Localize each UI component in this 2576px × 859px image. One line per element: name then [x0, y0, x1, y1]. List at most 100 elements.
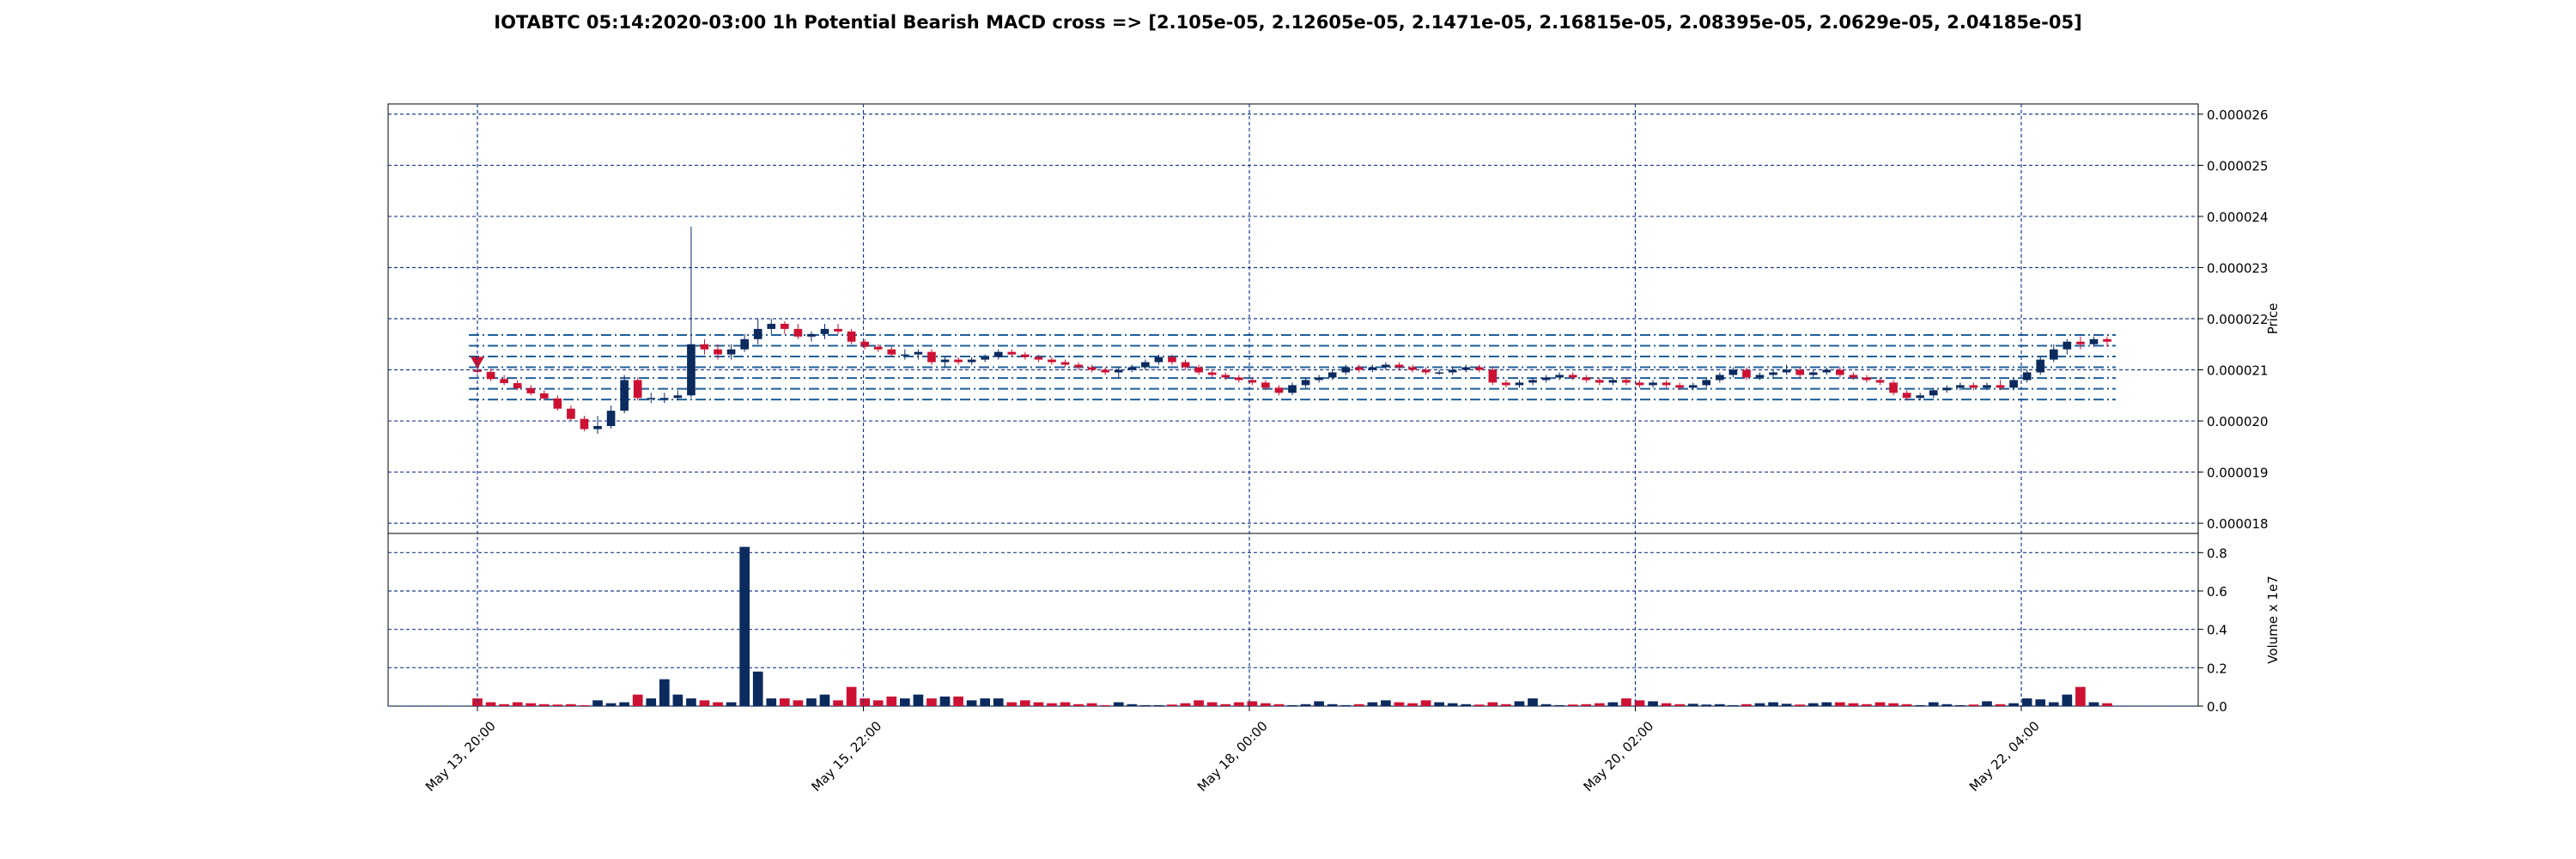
volume-bar	[659, 679, 670, 706]
volume-bar	[726, 702, 737, 706]
candle-body	[1795, 369, 1805, 375]
candle-body	[860, 341, 869, 347]
candle-body	[526, 387, 536, 393]
volume-bar	[646, 698, 657, 706]
volume-bar	[1915, 704, 1926, 706]
volume-bar	[1540, 704, 1552, 706]
volume-bar	[1528, 698, 1538, 706]
volume-bar	[1768, 702, 1778, 706]
candle-body	[606, 411, 616, 426]
price-tick-label: 0.000022	[2207, 312, 2269, 327]
volume-bar	[872, 700, 884, 706]
candle-body	[981, 356, 990, 360]
candle-body	[2063, 341, 2072, 350]
candle-body	[687, 344, 696, 396]
candle-body	[539, 393, 549, 399]
volume-bar	[1741, 704, 1752, 706]
volume-bar	[1848, 703, 1859, 706]
candle-body	[740, 338, 749, 350]
candle-body	[2036, 359, 2045, 373]
candle-body	[1808, 372, 1818, 375]
volume-bar	[1554, 704, 1564, 706]
candle-body	[700, 344, 709, 350]
volume-bar	[1754, 703, 1765, 706]
candle-body	[1582, 377, 1591, 381]
candle-body	[1354, 367, 1364, 370]
volume-bar	[1607, 702, 1619, 706]
volume-panel: 0.0 0.2 0.4 0.6 0.8 Volume x 1e7	[387, 533, 2281, 715]
candle-body	[1127, 367, 1137, 370]
candle-body	[633, 380, 642, 399]
volume-bar	[1100, 704, 1111, 706]
price-tick-label: 0.000025	[2207, 158, 2269, 174]
price-tick-label: 0.000018	[2207, 516, 2269, 532]
candle-body	[1207, 372, 1217, 375]
candle-body	[1956, 385, 1965, 388]
volume-bar	[833, 700, 843, 706]
volume-bar	[713, 702, 723, 706]
volume-bar	[860, 698, 870, 706]
volume-bar	[526, 703, 537, 706]
volume-bar	[900, 698, 910, 706]
volume-bar	[913, 694, 924, 706]
candle-body	[1862, 377, 1871, 381]
candle-body	[780, 323, 789, 329]
volume-bar	[1888, 703, 1899, 706]
volume-bar	[579, 704, 590, 706]
candle-body	[1889, 382, 1898, 393]
price-tick-label: 0.000026	[2207, 107, 2269, 123]
volume-bar	[1381, 700, 1391, 706]
price-tick-label: 0.000020	[2207, 414, 2269, 430]
volume-bar	[1353, 704, 1364, 706]
candle-body	[1528, 380, 1537, 383]
candle-body	[834, 328, 842, 332]
volume-bar	[1420, 700, 1431, 706]
candle-body	[620, 380, 629, 411]
volume-bar	[566, 704, 576, 706]
volume-bar	[980, 698, 991, 706]
candle-body	[793, 328, 803, 337]
volume-bar	[1247, 701, 1258, 706]
candle-body	[2103, 338, 2111, 342]
candle-body	[1421, 369, 1431, 373]
volume-bar	[1047, 703, 1057, 706]
candle-body	[2022, 372, 2032, 381]
candle-body	[659, 398, 669, 399]
candle-body	[1181, 362, 1190, 368]
volume-tick-label: 0.8	[2207, 545, 2227, 561]
candle-body	[1301, 380, 1310, 386]
candle-body	[2009, 380, 2018, 388]
candle-body	[1675, 385, 1684, 388]
volume-bar	[966, 700, 977, 706]
candle-body	[486, 371, 495, 380]
candle-body	[1221, 375, 1230, 378]
volume-bar	[1367, 702, 1378, 706]
volume-bar	[2075, 686, 2086, 706]
candle-body	[1248, 380, 1257, 383]
candle-body	[1048, 359, 1056, 362]
volume-bar	[1006, 702, 1018, 706]
candle-body	[1836, 369, 1844, 375]
candle-body	[1649, 382, 1657, 386]
candle-body	[1969, 385, 1978, 388]
candle-body	[1488, 369, 1498, 383]
volume-bar	[1033, 702, 1044, 706]
volume-bar	[2048, 702, 2059, 706]
volume-axis-label: Volume x 1e7	[2265, 576, 2281, 664]
volume-bar	[1715, 704, 1725, 706]
x-tick-label: May 20, 02:00	[1580, 718, 1656, 795]
candle-body	[927, 351, 936, 362]
candle-body	[513, 383, 522, 388]
candle-body	[500, 379, 508, 383]
candle-body	[1635, 382, 1644, 386]
volume-bar	[499, 704, 509, 706]
volume-bar	[1687, 704, 1698, 706]
volume-bar	[552, 704, 563, 706]
volume-bar	[485, 702, 496, 706]
volume-tick-label: 0.0	[2207, 699, 2227, 715]
candle-body	[1555, 375, 1564, 378]
volume-bar	[779, 698, 790, 706]
candle-body	[647, 398, 656, 399]
volume-bar	[672, 694, 683, 706]
volume-bar	[1674, 704, 1685, 706]
